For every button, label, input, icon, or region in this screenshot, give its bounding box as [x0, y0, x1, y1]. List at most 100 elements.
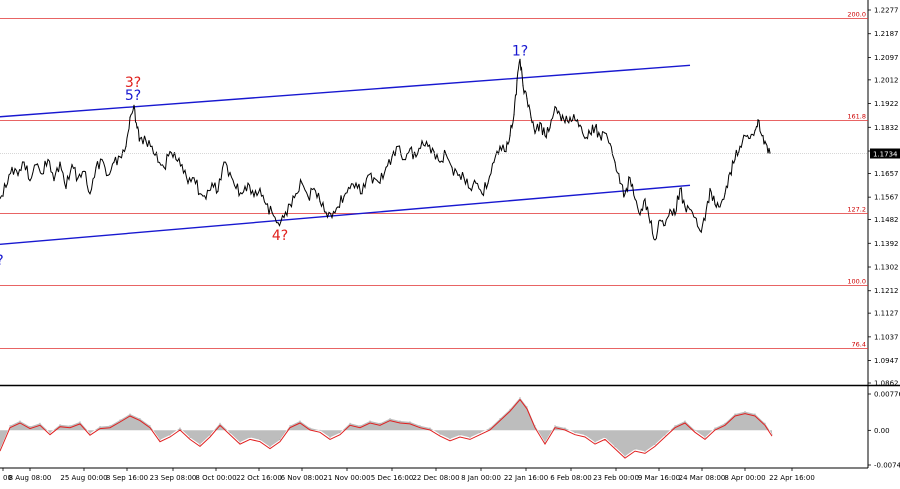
- price-point-18: [107, 174, 109, 176]
- wave-label-0: 3?: [125, 75, 141, 91]
- price-tick-label-13: 1.1127: [874, 310, 899, 318]
- price-point-4: [23, 161, 25, 163]
- time-tick-label-1: 8 Aug 08:00: [9, 474, 52, 482]
- osc-point-73: [724, 422, 726, 424]
- osc-point-25: [249, 436, 251, 438]
- price-point-14: [83, 170, 85, 172]
- price-point-96: [544, 135, 546, 137]
- osc-point-5: [49, 432, 51, 434]
- price-point-19: [113, 161, 115, 163]
- fib-label-2: 127.2: [847, 206, 866, 214]
- price-point-122: [674, 214, 676, 216]
- price-point-80: [469, 187, 471, 190]
- price-point-75: [439, 161, 441, 163]
- price-point-82: [481, 193, 483, 195]
- fib-label-1: 161.8: [847, 113, 866, 121]
- price-point-2: [11, 166, 13, 168]
- price-point-128: [704, 219, 706, 221]
- price-point-26: [145, 140, 147, 142]
- osc-tick-label-2: -0.0074: [874, 462, 900, 470]
- osc-point-38: [379, 422, 381, 424]
- price-point-1: [5, 186, 7, 188]
- osc-point-40: [399, 420, 401, 422]
- osc-point-53: [526, 406, 528, 408]
- price-point-36: [205, 198, 207, 200]
- osc-point-20: [199, 443, 201, 445]
- price-point-141: [765, 143, 767, 145]
- price-point-38: [217, 190, 219, 192]
- price-point-6: [35, 164, 37, 166]
- osc-point-55: [544, 441, 546, 443]
- osc-point-14: [139, 418, 141, 420]
- price-point-107: [599, 135, 601, 137]
- price-point-12: [71, 164, 73, 166]
- osc-point-16: [159, 439, 161, 441]
- price-point-11: [65, 187, 67, 190]
- osc-point-31: [309, 427, 311, 429]
- price-point-119: [659, 219, 661, 221]
- osc-point-10: [99, 426, 101, 428]
- price-tick-label-11: 1.1302: [874, 264, 899, 272]
- osc-point-67: [664, 434, 666, 436]
- price-point-57: [331, 216, 333, 219]
- price-point-69: [403, 158, 405, 161]
- channel-line-0: [0, 64, 691, 118]
- price-point-112: [624, 193, 626, 195]
- osc-point-74: [734, 413, 736, 415]
- osc-point-24: [239, 441, 241, 443]
- wave-label-2: 4?: [272, 228, 288, 244]
- price-point-91: [522, 85, 524, 87]
- price-point-48: [277, 222, 279, 224]
- price-point-114: [634, 198, 636, 200]
- fib-label-0: 200.0: [847, 11, 866, 19]
- price-tick-label-2: 1.2097: [874, 54, 899, 62]
- price-point-40: [229, 172, 231, 174]
- price-point-104: [584, 137, 586, 139]
- price-point-105: [589, 132, 591, 134]
- price-point-135: [739, 145, 741, 147]
- price-point-3: [17, 174, 19, 176]
- osc-point-35: [349, 422, 351, 424]
- wave-labels: 3?5? 4?? 1?: [0, 43, 528, 269]
- osc-tick-label-1: 0.00: [874, 427, 890, 435]
- price-point-46: [265, 203, 267, 205]
- price-point-49: [283, 216, 285, 219]
- time-tick-label-13: 6 Feb 08:00: [550, 474, 591, 482]
- price-point-102: [574, 119, 576, 121]
- price-point-20: [119, 156, 121, 158]
- price-point-74: [433, 151, 435, 153]
- osc-point-23: [229, 432, 231, 434]
- price-point-37: [211, 182, 213, 184]
- price-point-58: [337, 206, 339, 208]
- price-point-53: [307, 195, 309, 197]
- price-point-81: [475, 182, 477, 184]
- osc-point-8: [79, 421, 81, 423]
- osc-point-9: [89, 432, 91, 434]
- price-point-110: [614, 161, 616, 163]
- price-point-113: [629, 177, 631, 179]
- osc-point-62: [614, 446, 616, 448]
- price-point-22: [129, 116, 131, 118]
- price-point-120: [664, 224, 666, 226]
- osc-point-27: [269, 446, 271, 448]
- osc-point-7: [69, 425, 71, 427]
- osc-point-75: [744, 411, 746, 413]
- osc-point-39: [389, 418, 391, 420]
- price-point-70: [409, 148, 411, 150]
- price-point-34: [193, 177, 195, 179]
- time-tick-label-10: 22 Dec 08:00: [412, 474, 459, 482]
- price-point-140: [761, 135, 763, 137]
- price-point-95: [539, 122, 541, 124]
- osc-point-76: [754, 413, 756, 415]
- time-tick-label-7: 6 Nov 08:00: [281, 474, 324, 482]
- price-point-72: [421, 140, 423, 142]
- price-point-7: [41, 173, 43, 175]
- osc-point-1: [9, 425, 11, 427]
- price-point-133: [729, 172, 731, 174]
- osc-point-52: [519, 397, 521, 399]
- oscillator-axis: 0.00776 0.00 -0.0074: [868, 391, 900, 470]
- price-point-125: [689, 208, 691, 211]
- price-point-45: [259, 187, 261, 190]
- osc-point-33: [329, 436, 331, 438]
- price-point-61: [355, 182, 357, 184]
